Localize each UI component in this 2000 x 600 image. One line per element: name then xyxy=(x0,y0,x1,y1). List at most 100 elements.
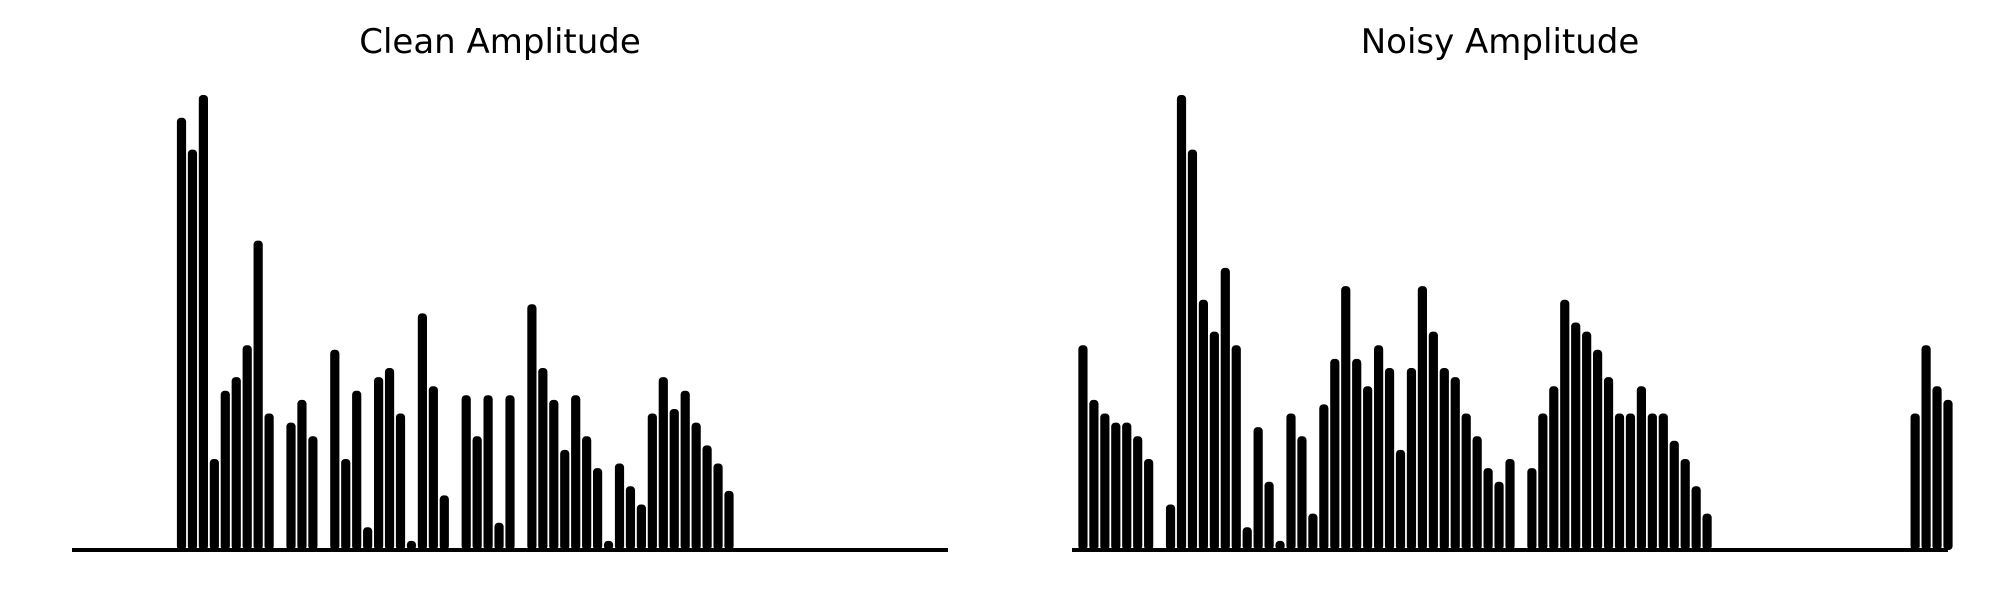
amplitude-spike xyxy=(647,413,657,550)
amplitude-spike xyxy=(1450,377,1460,550)
amplitude-spike xyxy=(1384,368,1395,550)
amplitude-spike xyxy=(1614,413,1625,550)
amplitude-spike xyxy=(1494,481,1504,550)
amplitude-spike xyxy=(374,377,384,550)
amplitude-spike xyxy=(1669,440,1679,550)
amplitude-spike xyxy=(1932,386,1942,550)
amplitude-spike xyxy=(198,95,208,550)
amplitude-spike xyxy=(1242,527,1252,550)
amplitude-spike xyxy=(231,377,241,550)
amplitude-spike xyxy=(1910,413,1920,550)
amplitude-spike xyxy=(1439,368,1449,550)
amplitude-spike xyxy=(1603,377,1614,550)
amplitude-spike xyxy=(1330,358,1340,550)
amplitude-spike xyxy=(297,399,307,550)
amplitude-spike xyxy=(538,368,548,550)
amplitude-spike xyxy=(209,459,219,550)
amplitude-spike xyxy=(1133,436,1143,550)
amplitude-spike xyxy=(417,313,427,550)
amplitude-spike xyxy=(187,149,198,550)
amplitude-spike xyxy=(1122,422,1132,550)
amplitude-spike xyxy=(395,413,406,550)
amplitude-spike xyxy=(724,490,734,550)
amplitude-spike xyxy=(406,540,417,550)
amplitude-spike xyxy=(1264,481,1274,550)
amplitude-spike xyxy=(1111,422,1121,550)
amplitude-spike xyxy=(1625,413,1636,550)
amplitude-spike xyxy=(1352,358,1362,550)
amplitude-spike xyxy=(582,436,592,550)
amplitude-spike xyxy=(1395,449,1406,550)
amplitude-spike xyxy=(352,390,362,550)
amplitude-spike xyxy=(1341,286,1351,550)
amplitude-spike xyxy=(1943,399,1953,550)
clean-amplitude-chart xyxy=(72,95,948,552)
amplitude-spike xyxy=(242,345,252,550)
amplitude-spike xyxy=(341,459,351,550)
amplitude-spike xyxy=(1187,149,1198,550)
noisy-amplitude-title: Noisy Amplitude xyxy=(1360,22,1640,62)
clean-amplitude-panel: Clean Amplitude xyxy=(72,22,948,552)
amplitude-spike xyxy=(428,386,438,550)
amplitude-spike xyxy=(1658,413,1668,550)
amplitude-spike xyxy=(603,540,614,550)
amplitude-spike xyxy=(1680,459,1690,550)
amplitude-spike xyxy=(1078,345,1088,550)
amplitude-spike xyxy=(680,390,690,550)
amplitude-spike xyxy=(1406,368,1417,550)
amplitude-spike xyxy=(308,436,318,550)
amplitude-spike xyxy=(1231,345,1241,550)
amplitude-spike xyxy=(1527,468,1537,550)
amplitude-spike xyxy=(1165,504,1176,550)
amplitude-spike xyxy=(1582,331,1592,550)
amplitude-spike xyxy=(1571,322,1581,550)
amplitude-spike xyxy=(549,399,559,550)
amplitude-spike xyxy=(1702,513,1712,550)
amplitude-spike xyxy=(363,527,373,550)
amplitude-spike xyxy=(494,522,504,550)
amplitude-spike xyxy=(1319,404,1329,550)
amplitude-spike xyxy=(472,436,482,550)
amplitude-spike xyxy=(560,449,570,550)
amplitude-spike xyxy=(669,408,679,550)
amplitude-spike xyxy=(286,422,296,550)
amplitude-spike xyxy=(625,486,636,550)
amplitude-spike xyxy=(1297,436,1307,550)
amplitude-spike xyxy=(1560,299,1570,550)
amplitude-spike xyxy=(439,495,449,550)
clean-amplitude-title: Clean Amplitude xyxy=(359,22,641,62)
amplitude-spike xyxy=(527,304,537,550)
amplitude-spike xyxy=(1308,513,1318,550)
amplitude-spike xyxy=(571,395,581,550)
amplitude-spike xyxy=(1472,436,1482,550)
amplitude-spike xyxy=(384,368,395,550)
amplitude-spike xyxy=(1691,486,1701,550)
noisy-amplitude-chart xyxy=(1072,95,1953,552)
amplitude-spike xyxy=(593,468,603,550)
amplitude-spike xyxy=(253,240,263,550)
amplitude-spike xyxy=(713,463,723,550)
amplitude-spike xyxy=(1253,427,1263,550)
amplitude-spike xyxy=(483,395,493,550)
amplitude-spike xyxy=(264,413,274,550)
amplitude-spike xyxy=(505,395,515,550)
noisy-amplitude-panel: Noisy Amplitude xyxy=(1000,0,2000,600)
amplitude-spike xyxy=(1275,540,1285,550)
amplitude-spike xyxy=(1363,386,1373,550)
amplitude-spike xyxy=(1647,413,1657,550)
amplitude-spike xyxy=(1198,299,1208,550)
amplitude-spike xyxy=(658,377,668,550)
amplitude-spike xyxy=(1636,386,1646,550)
amplitude-spike xyxy=(176,117,187,550)
amplitude-spike xyxy=(1549,386,1559,550)
amplitude-spike xyxy=(1374,345,1384,550)
amplitude-spike xyxy=(1176,95,1187,550)
amplitude-spike xyxy=(1209,331,1219,550)
amplitude-spike xyxy=(1100,413,1110,550)
amplitude-spike xyxy=(1417,286,1427,550)
amplitude-spike xyxy=(220,390,230,550)
amplitude-spike xyxy=(1220,267,1230,550)
amplitude-spike xyxy=(461,395,471,550)
amplitude-spike xyxy=(702,445,712,550)
amplitude-spike xyxy=(1089,399,1099,550)
